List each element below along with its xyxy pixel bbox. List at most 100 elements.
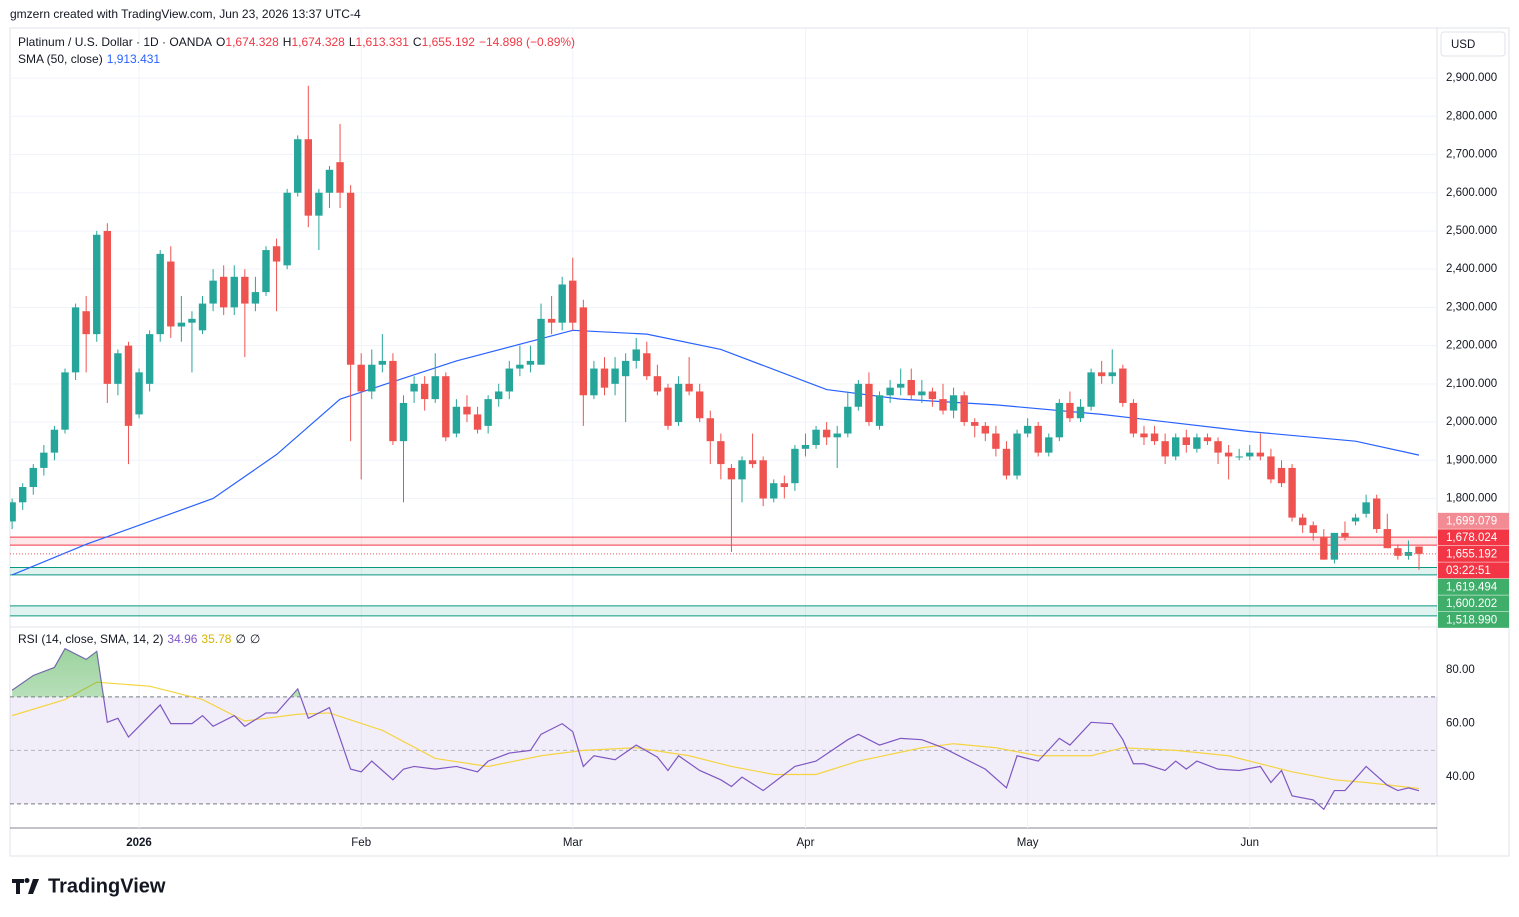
- rsi-band: [10, 696, 1437, 804]
- candle-body: [473, 414, 482, 430]
- candle-body: [1309, 525, 1317, 533]
- candle-body: [71, 307, 80, 373]
- candle-body: [1013, 433, 1021, 476]
- candle-body: [219, 276, 228, 308]
- price-label-bg: [1438, 578, 1509, 595]
- candle-body: [643, 353, 651, 377]
- attribution-text: gmzern created with TradingView.com, Jun…: [10, 7, 361, 21]
- y-tick-label: 2,200.000: [1446, 340, 1497, 352]
- candle-body: [495, 391, 503, 400]
- candle-body: [145, 334, 154, 384]
- sma-legend: SMA (50, close) 1,913.431: [18, 52, 160, 66]
- candle-body: [389, 360, 397, 442]
- currency-button[interactable]: [1440, 31, 1506, 57]
- change: −14.898 (−0.89%): [478, 35, 576, 49]
- ohlc-value: 1,674.328: [225, 35, 279, 49]
- candle-body: [103, 230, 112, 384]
- sma-name: SMA (50, close): [18, 52, 103, 66]
- price-label: 1,655.192: [1446, 548, 1497, 560]
- candle-body: [50, 429, 59, 453]
- currency: USD: [1451, 39, 1475, 51]
- rsi-value: 34.96: [167, 632, 198, 646]
- candle-body: [1023, 425, 1032, 434]
- candle-body: [653, 376, 662, 392]
- rsi-extra: ∅: [249, 632, 261, 646]
- candles: [10, 85, 1423, 576]
- symbol-title: Platinum / U.S. Dollar · 1D · OANDA: [18, 35, 213, 49]
- candle-body: [918, 391, 926, 396]
- candle-body: [1288, 467, 1296, 518]
- candle-body: [1055, 402, 1064, 438]
- rsi-name: RSI (14, close, SMA, 14, 2): [18, 632, 164, 646]
- candle-body: [1108, 372, 1116, 377]
- candle-body: [1320, 536, 1328, 560]
- candle-body: [664, 387, 672, 426]
- candle-body: [569, 280, 577, 323]
- ohlc-value: 1,655.192: [421, 35, 475, 49]
- price-label-bg: [1438, 545, 1509, 562]
- candle-body: [928, 391, 937, 400]
- candle-body: [452, 406, 461, 434]
- y-tick-label: 2,600.000: [1446, 187, 1497, 199]
- ohlc-item: H1,674.328: [283, 35, 345, 49]
- candle-body: [294, 139, 302, 193]
- candle-body: [1277, 467, 1286, 484]
- sma-value: 1,913.431: [106, 52, 161, 66]
- candle-body: [18, 487, 27, 503]
- rsi-extra: ∅: [235, 632, 246, 646]
- candle-body: [547, 318, 556, 323]
- candle-body: [262, 250, 270, 293]
- y-tick-label: 2,000.000: [1446, 416, 1497, 428]
- candle-body: [156, 253, 164, 335]
- rsi-sma-line: [11, 681, 1420, 790]
- candle-body: [230, 276, 238, 308]
- candle-body: [484, 399, 492, 426]
- candle-body: [1341, 532, 1349, 537]
- zone: [10, 537, 1437, 546]
- candle-body: [124, 345, 133, 426]
- candle-body: [537, 318, 545, 365]
- attribution: gmzern created with TradingView.com, Jun…: [10, 7, 361, 21]
- candle-body: [844, 406, 852, 434]
- candle-body: [939, 399, 947, 411]
- candle-body: [304, 139, 313, 216]
- price-label: 03:22:51: [1446, 565, 1491, 577]
- zone: [10, 605, 1437, 616]
- y-tick-label: 2,500.000: [1446, 225, 1497, 237]
- candle-body: [1034, 425, 1042, 453]
- candle-body: [738, 460, 746, 480]
- candle-body: [1351, 517, 1360, 522]
- candle-body: [114, 353, 122, 384]
- rsi-tick-label: 60.00: [1446, 718, 1475, 730]
- candle-body: [135, 372, 143, 415]
- candle-body: [727, 467, 736, 480]
- candle-body: [780, 483, 789, 488]
- ohlc-value: 1,613.331: [355, 35, 409, 49]
- candle-body: [283, 192, 291, 266]
- candle-body: [1415, 546, 1423, 554]
- candle-body: [590, 368, 598, 396]
- candle-body: [1182, 437, 1190, 445]
- ohlc-key: C: [412, 35, 422, 49]
- candle-body: [1246, 452, 1254, 457]
- candle-body: [505, 368, 513, 392]
- candle-body: [685, 383, 693, 392]
- candle-body: [865, 383, 873, 423]
- rsi-line: [11, 647, 1420, 811]
- candle-body: [770, 483, 778, 499]
- price-label: 1,678.024: [1446, 532, 1498, 544]
- ohlc-key: O: [216, 35, 226, 49]
- candle-body: [29, 467, 37, 488]
- candle-body: [1119, 368, 1127, 403]
- candle-body: [717, 441, 725, 465]
- price-label-bg: [1438, 512, 1509, 529]
- price-label: 1,518.990: [1446, 614, 1497, 626]
- candle-body: [886, 387, 894, 396]
- y-tick-label: 2,700.000: [1446, 149, 1497, 161]
- candle-body: [1193, 437, 1201, 449]
- candle-body: [674, 383, 683, 423]
- candle-body: [82, 311, 90, 335]
- candle-body: [621, 360, 630, 377]
- candle-body: [357, 364, 365, 392]
